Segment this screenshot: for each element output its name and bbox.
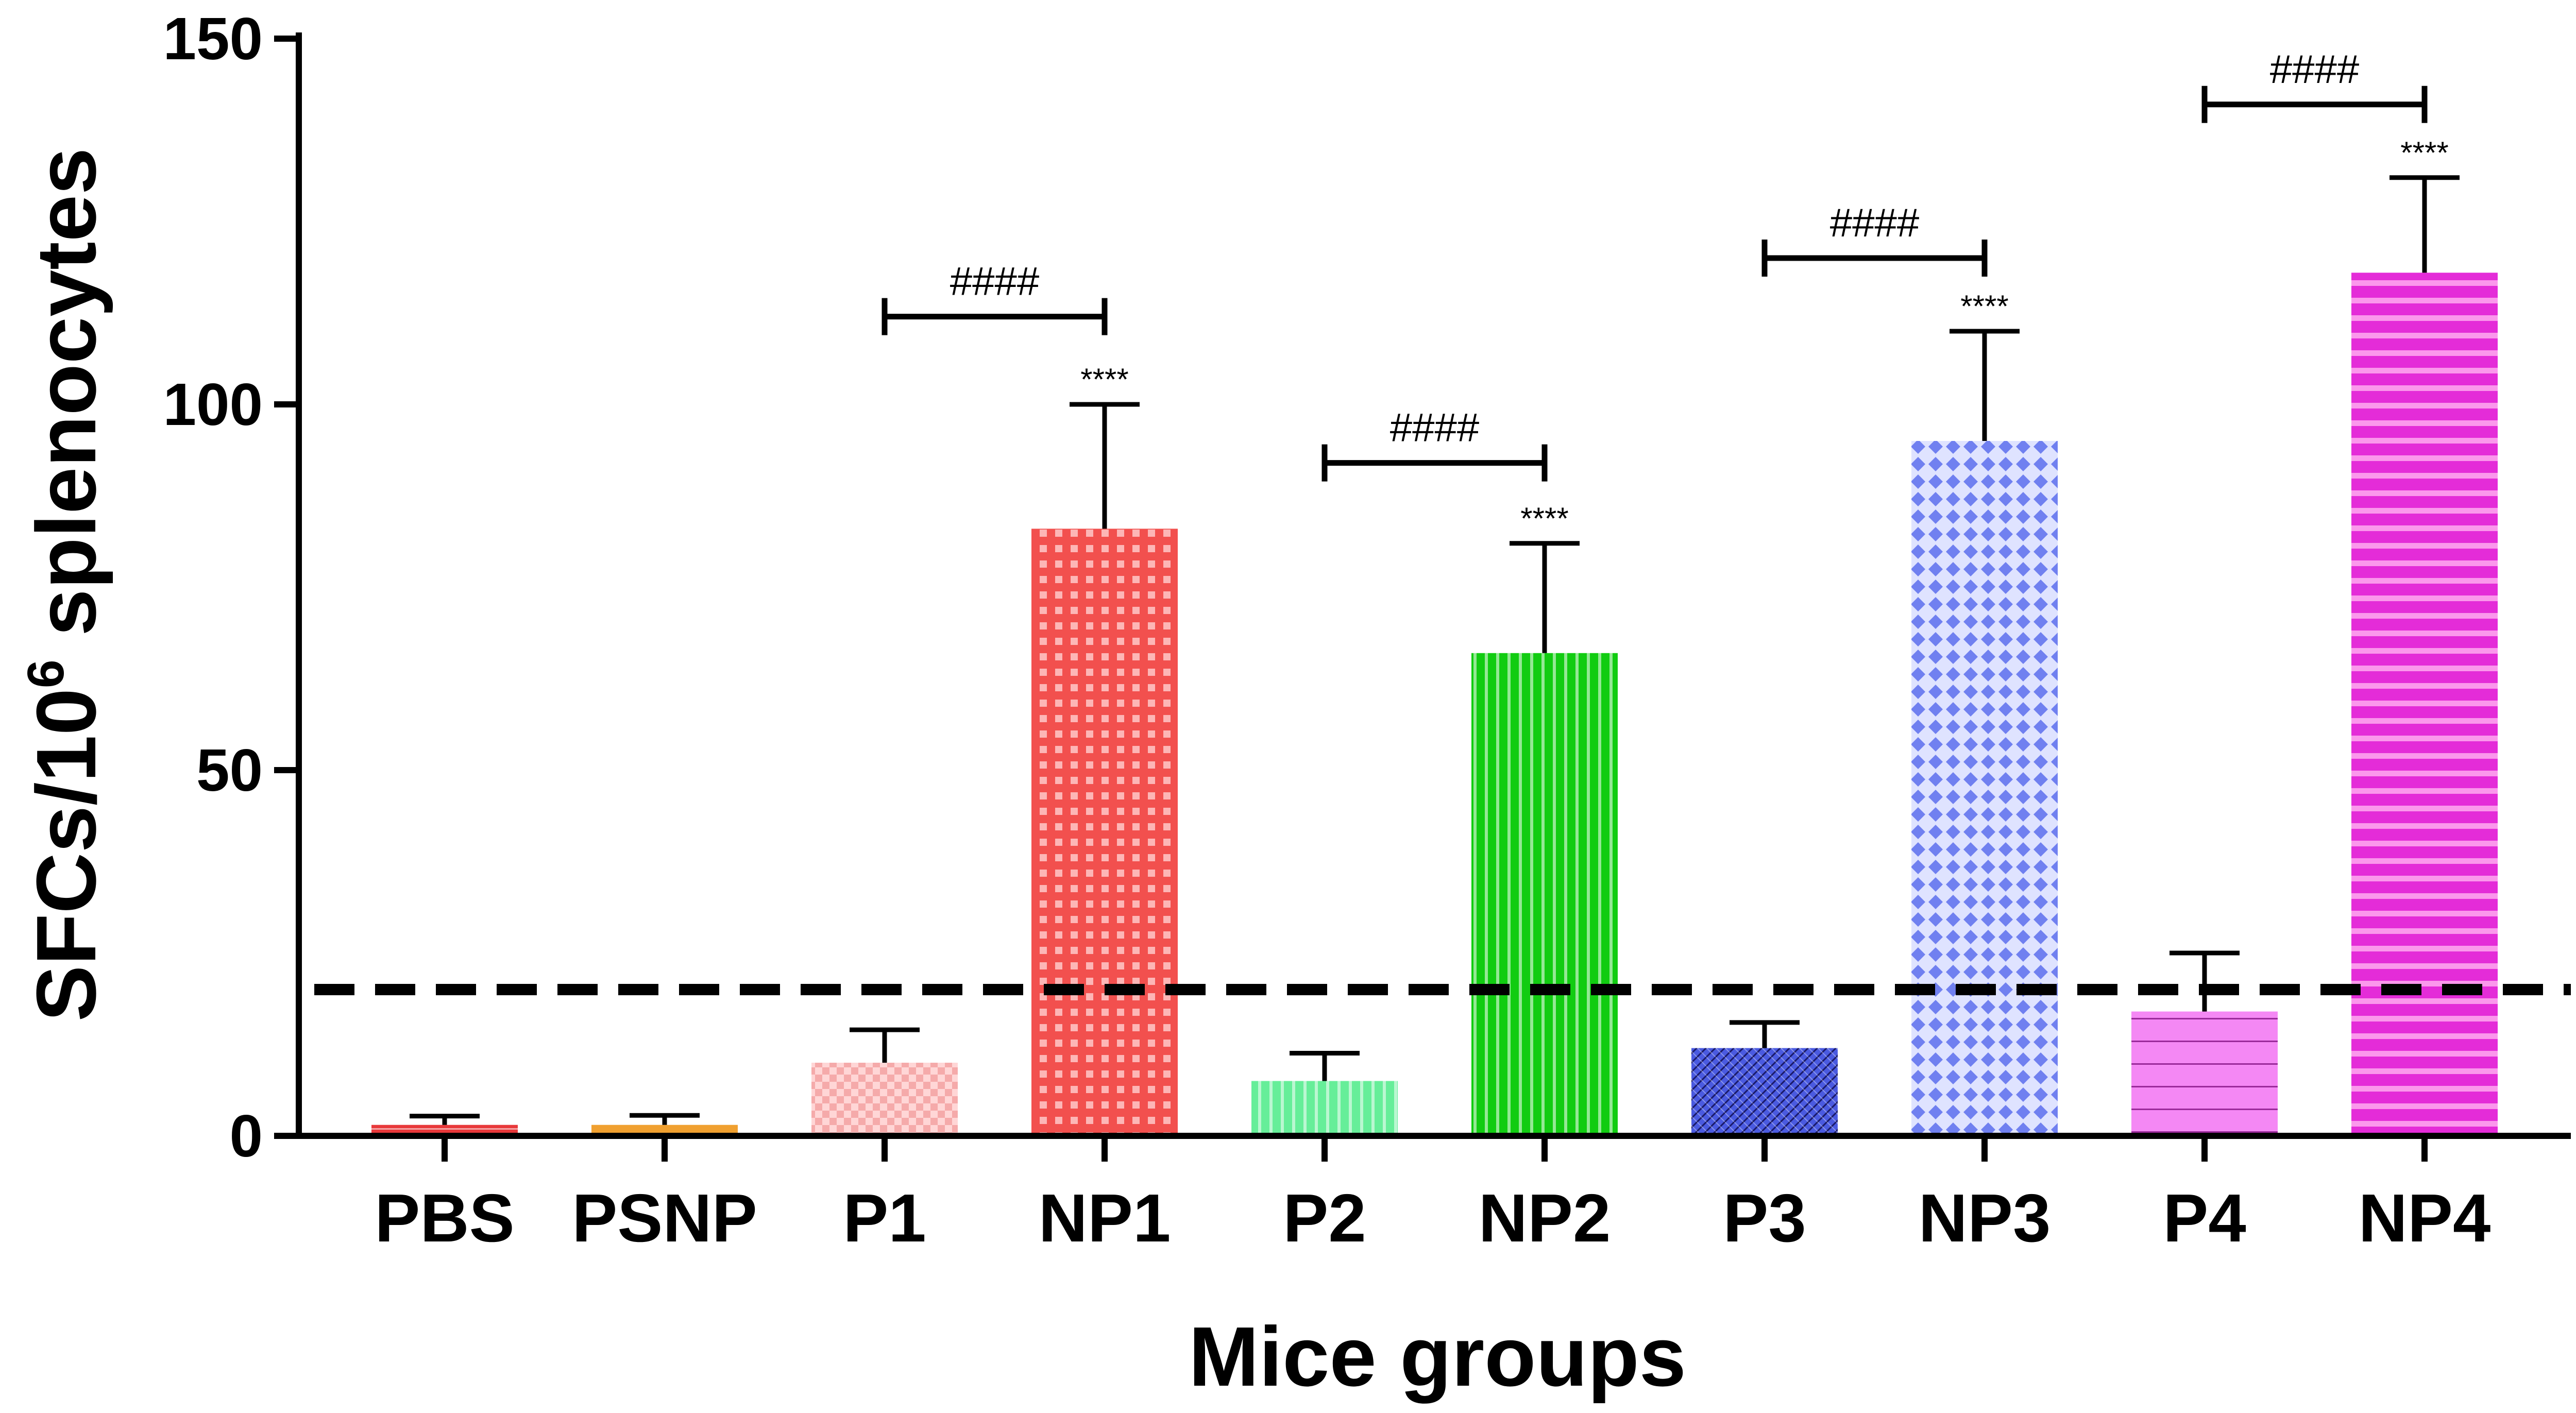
- bar-np1: [1031, 529, 1178, 1136]
- bar-np2: [1471, 653, 1618, 1136]
- y-tick-label-150: 150: [163, 5, 263, 72]
- x-tick-label-pbs: PBS: [375, 1180, 514, 1256]
- x-axis-title: Mice groups: [1189, 1309, 1686, 1404]
- annotations-layer: **** **** **** **** #### #### #### ####: [882, 46, 2449, 536]
- labels-layer: 0 50 100 150 PBS PSNP P1 NP1 P2 NP2 P3 NP3 P4 NP4 Mice…: [17, 5, 2490, 1404]
- x-tick-label-np3: NP3: [1919, 1180, 2051, 1256]
- x-tick-label-np4: NP4: [2359, 1180, 2491, 1256]
- y-tick-label-0: 0: [229, 1102, 263, 1169]
- x-tick-label-p3: P3: [1723, 1180, 1806, 1256]
- bar-p1: [811, 1063, 958, 1136]
- significance-np2: ****: [1520, 501, 1568, 536]
- bar-p4: [2131, 1011, 2278, 1136]
- x-tick-label-np2: NP2: [1479, 1180, 1611, 1256]
- x-tick-label-p1: P1: [843, 1180, 926, 1256]
- bar-p3: [1691, 1048, 1838, 1136]
- comparison-p4-np4-label: ####: [2270, 46, 2360, 92]
- y-axis-title: SFCs/106 splenocytes: [17, 148, 113, 1022]
- comparison-p1-np1-label: ####: [950, 259, 1040, 304]
- y-tick-label-100: 100: [163, 371, 263, 438]
- bar-p2: [1251, 1081, 1398, 1136]
- axes-layer: [274, 32, 2571, 1162]
- error-bars-layer: [410, 175, 2460, 1125]
- bars-layer: [371, 273, 2498, 1136]
- bar-np4: [2351, 273, 2498, 1136]
- x-tick-label-np1: NP1: [1039, 1180, 1171, 1256]
- comparison-p2-np2-label: ####: [1390, 405, 1480, 450]
- x-tick-label-p2: P2: [1283, 1180, 1366, 1256]
- bar-np3: [1911, 441, 2058, 1136]
- significance-np3: ****: [1960, 289, 2008, 324]
- significance-np4: ****: [2400, 135, 2448, 170]
- comparison-p3-np3-label: ####: [1830, 200, 1920, 245]
- y-tick-label-50: 50: [196, 737, 263, 804]
- x-tick-label-p4: P4: [2163, 1180, 2246, 1256]
- x-tick-label-psnp: PSNP: [572, 1180, 757, 1256]
- significance-np1: ****: [1080, 362, 1128, 397]
